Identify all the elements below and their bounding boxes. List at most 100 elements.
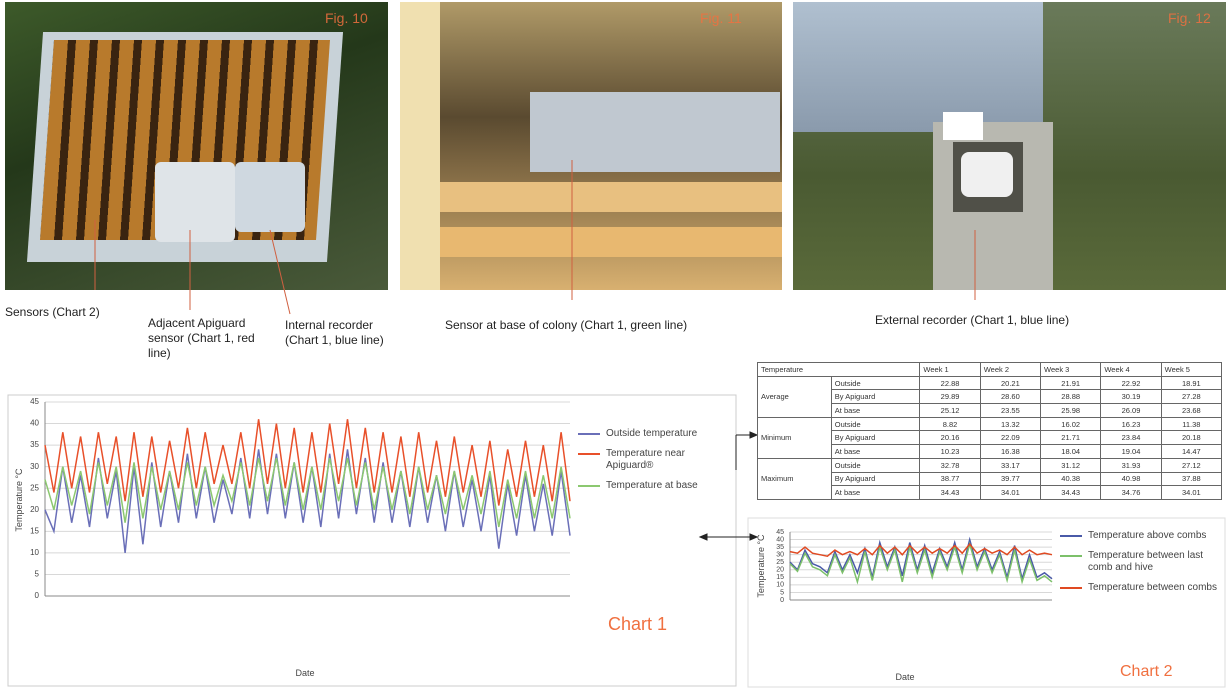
cell: 8.82 bbox=[920, 417, 980, 431]
header-cell: Week 3 bbox=[1041, 363, 1101, 377]
cell: 20.16 bbox=[920, 431, 980, 445]
y-tick-label: 15 bbox=[30, 526, 39, 535]
header-cell: Temperature bbox=[758, 363, 920, 377]
row-label: By Apiguard bbox=[831, 390, 920, 404]
cell: 22.88 bbox=[920, 376, 980, 390]
legend-entry: Temperature between combs bbox=[1060, 582, 1225, 594]
y-tick-label: 25 bbox=[30, 483, 39, 492]
row-label: Outside bbox=[831, 458, 920, 472]
legend-entry: Outside temperature bbox=[578, 428, 728, 440]
cell: 23.68 bbox=[1161, 404, 1221, 418]
cell: 28.60 bbox=[980, 390, 1040, 404]
legend-swatch bbox=[578, 433, 600, 435]
group-cell: Maximum bbox=[758, 458, 832, 499]
legend-label: Temperature between last comb and hive bbox=[1088, 550, 1225, 574]
legend-label: Temperature at base bbox=[606, 480, 698, 492]
legend-label: Temperature above combs bbox=[1088, 530, 1206, 542]
page: Fig. 10 Fig. 11 Fig. 12 0510152025303540… bbox=[0, 0, 1229, 688]
caption: Internal recorder (Chart 1, blue line) bbox=[285, 318, 403, 348]
header-cell: Week 4 bbox=[1101, 363, 1161, 377]
legend-swatch bbox=[578, 485, 600, 487]
y-tick-label: 10 bbox=[30, 548, 39, 557]
cell: 31.12 bbox=[1041, 458, 1101, 472]
cell: 16.02 bbox=[1041, 417, 1101, 431]
cell: 27.28 bbox=[1161, 390, 1221, 404]
row-label: Outside bbox=[831, 376, 920, 390]
y-tick-label: 35 bbox=[30, 440, 39, 449]
y-tick-label: 0 bbox=[35, 591, 40, 600]
table-row: MaximumOutside32.7833.1731.1231.9327.12 bbox=[758, 458, 1222, 472]
chart-title: Chart 2 bbox=[1120, 663, 1173, 680]
cell: 37.88 bbox=[1161, 472, 1221, 486]
header-cell: Week 1 bbox=[920, 363, 980, 377]
cell: 20.21 bbox=[980, 376, 1040, 390]
legend-swatch bbox=[578, 453, 600, 455]
cell: 25.12 bbox=[920, 404, 980, 418]
group-cell: Minimum bbox=[758, 417, 832, 458]
caption-pointers bbox=[95, 160, 975, 314]
cell: 16.38 bbox=[980, 445, 1040, 459]
y-axis-label: Temperature °C bbox=[756, 534, 766, 598]
y-tick-label: 5 bbox=[35, 570, 40, 579]
cell: 21.91 bbox=[1041, 376, 1101, 390]
cell: 20.18 bbox=[1161, 431, 1221, 445]
caption: Sensors (Chart 2) bbox=[5, 305, 100, 320]
x-axis-label: Date bbox=[895, 672, 914, 682]
y-tick-label: 20 bbox=[776, 567, 784, 574]
y-tick-label: 25 bbox=[776, 559, 784, 566]
y-tick-label: 20 bbox=[30, 505, 39, 514]
row-label: At base bbox=[831, 486, 920, 500]
group-cell: Average bbox=[758, 376, 832, 417]
cell: 11.38 bbox=[1161, 417, 1221, 431]
y-tick-label: 30 bbox=[30, 462, 39, 471]
legend-label: Temperature between combs bbox=[1088, 582, 1217, 594]
cell: 18.04 bbox=[1041, 445, 1101, 459]
cell: 29.89 bbox=[920, 390, 980, 404]
legend-entry: Temperature between last comb and hive bbox=[1060, 550, 1225, 574]
cell: 14.47 bbox=[1161, 445, 1221, 459]
cell: 23.84 bbox=[1101, 431, 1161, 445]
caption: External recorder (Chart 1, blue line) bbox=[875, 313, 1069, 328]
cell: 25.98 bbox=[1041, 404, 1101, 418]
cell: 38.77 bbox=[920, 472, 980, 486]
cell: 27.12 bbox=[1161, 458, 1221, 472]
cell: 40.38 bbox=[1041, 472, 1101, 486]
header-cell: Week 5 bbox=[1161, 363, 1221, 377]
chart-title: Chart 1 bbox=[608, 614, 667, 634]
row-label: At base bbox=[831, 445, 920, 459]
cell: 34.43 bbox=[1041, 486, 1101, 500]
y-tick-label: 5 bbox=[780, 589, 784, 596]
cell: 40.98 bbox=[1101, 472, 1161, 486]
cell: 16.23 bbox=[1101, 417, 1161, 431]
cell: 23.55 bbox=[980, 404, 1040, 418]
y-tick-label: 0 bbox=[780, 597, 784, 604]
legend-entry: Temperature above combs bbox=[1060, 530, 1225, 542]
y-tick-label: 30 bbox=[776, 552, 784, 559]
caption: Sensor at base of colony (Chart 1, green… bbox=[445, 318, 687, 333]
cell: 19.04 bbox=[1101, 445, 1161, 459]
legend-label: Temperature near Apiguard® bbox=[606, 448, 728, 472]
x-axis-label: Date bbox=[295, 668, 314, 678]
y-tick-label: 35 bbox=[776, 544, 784, 551]
y-tick-label: 45 bbox=[776, 529, 784, 536]
y-tick-label: 10 bbox=[776, 582, 784, 589]
cell: 31.93 bbox=[1101, 458, 1161, 472]
row-label: Outside bbox=[831, 417, 920, 431]
cell: 32.78 bbox=[920, 458, 980, 472]
y-tick-label: 40 bbox=[776, 536, 784, 543]
y-tick-label: 45 bbox=[30, 397, 39, 406]
y-axis-label: Temperature °C bbox=[14, 468, 24, 532]
legend: Outside temperature Temperature near Apig… bbox=[578, 428, 728, 492]
cell: 34.43 bbox=[920, 486, 980, 500]
row-label: At base bbox=[831, 404, 920, 418]
cell: 34.01 bbox=[1161, 486, 1221, 500]
header-cell: Week 2 bbox=[980, 363, 1040, 377]
caption: Adjacent Apiguard sensor (Chart 1, red l… bbox=[148, 316, 266, 361]
cell: 26.09 bbox=[1101, 404, 1161, 418]
cell: 22.09 bbox=[980, 431, 1040, 445]
cell: 39.77 bbox=[980, 472, 1040, 486]
y-tick-label: 40 bbox=[30, 419, 39, 428]
